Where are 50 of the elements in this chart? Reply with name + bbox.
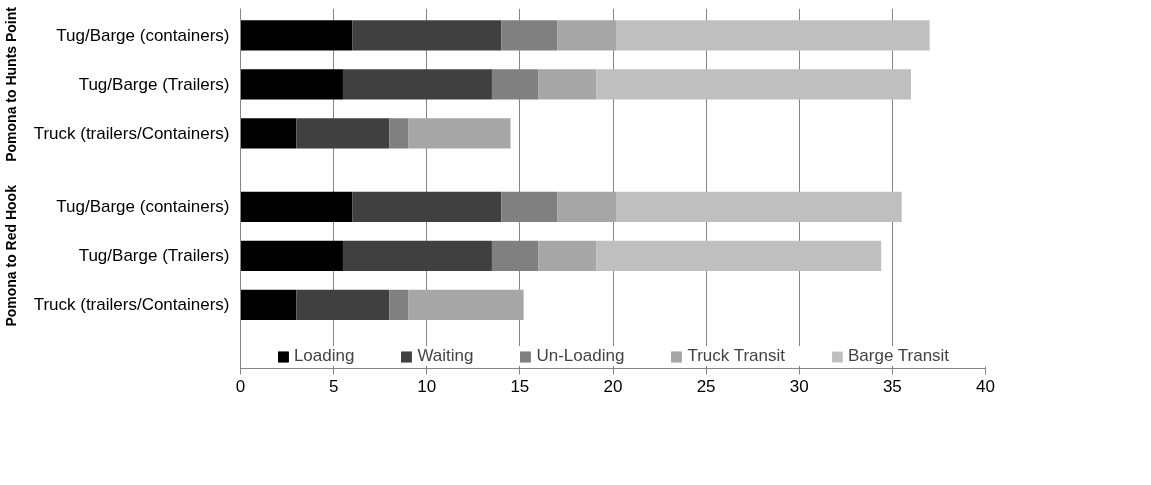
- bar: [596, 69, 911, 100]
- x-tick-label: 30: [789, 376, 809, 396]
- bar: [389, 289, 409, 321]
- bar: [342, 69, 492, 100]
- bar: [557, 20, 617, 51]
- y-tick-label: Truck (trailers/Containers): [33, 295, 230, 315]
- bar: [538, 240, 597, 272]
- x-tick-label: 10: [417, 376, 437, 396]
- legend-label: Waiting: [417, 346, 474, 366]
- bar: [501, 191, 558, 223]
- legend-label: Un-Loading: [536, 346, 625, 366]
- y-axis-title: Pomona to Red Hook: [3, 184, 20, 327]
- x-tick-label: 15: [510, 376, 530, 396]
- y-tick-label: Truck (trailers/Containers): [33, 123, 230, 143]
- legend-label: Barge Transit: [847, 346, 950, 366]
- y-axis-title: Pomona to Hunts Point: [3, 6, 20, 162]
- bar: [538, 69, 597, 100]
- bar: [240, 118, 297, 149]
- legend-label: Loading: [293, 346, 355, 366]
- x-tick-label: 0: [235, 376, 246, 396]
- bar: [491, 240, 539, 272]
- bar: [408, 118, 511, 149]
- y-tick-label: Tug/Barge (containers): [56, 197, 230, 217]
- bar: [240, 240, 343, 272]
- y-tick-label: Tug/Barge (Trailers): [78, 246, 230, 266]
- bar: [352, 191, 502, 223]
- bar: [342, 240, 492, 272]
- x-tick-label: 20: [603, 376, 623, 396]
- bar: [240, 69, 343, 100]
- bar: [501, 20, 558, 51]
- bar: [557, 191, 617, 223]
- x-tick-label: 25: [696, 376, 716, 396]
- bar: [240, 289, 297, 321]
- legend-label: Truck Transit: [687, 346, 785, 366]
- bar: [491, 69, 539, 100]
- bar: [296, 289, 390, 321]
- x-tick-label: 5: [328, 376, 339, 396]
- bar: [240, 191, 353, 223]
- bar: [616, 20, 930, 51]
- bar: [240, 20, 353, 51]
- bar: [408, 289, 524, 321]
- y-tick-label: Tug/Barge (Trailers): [78, 74, 230, 94]
- bar: [596, 240, 882, 272]
- x-tick-label: 40: [976, 376, 995, 396]
- x-tick-label: 35: [882, 376, 902, 396]
- bar: [389, 118, 409, 149]
- bar: [616, 191, 902, 223]
- y-tick-label: Tug/Barge (containers): [56, 25, 230, 45]
- bar: [352, 20, 502, 51]
- bar: [296, 118, 390, 149]
